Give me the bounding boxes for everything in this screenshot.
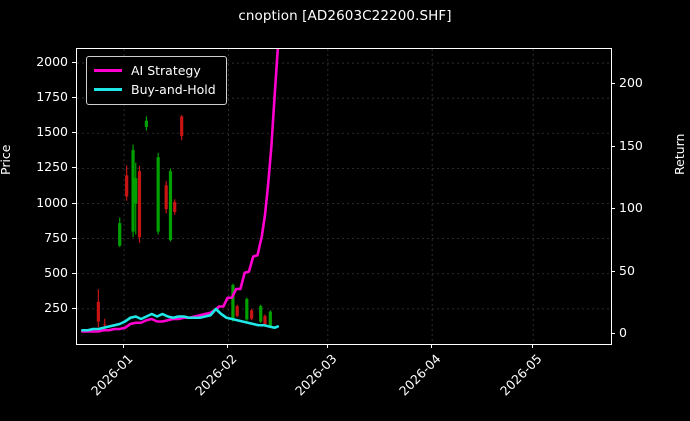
legend-swatch-ai-strategy [94, 69, 122, 72]
y-tick-label-left: 1000 [36, 194, 68, 210]
x-tick-mark [431, 344, 433, 348]
plot-canvas [77, 49, 611, 344]
y-tick-mark-left [72, 272, 76, 274]
legend-item-buy-and-hold: Buy-and-Hold [94, 80, 216, 99]
gridlines [77, 49, 611, 344]
y-tick-label-right: 100 [619, 200, 643, 215]
line-series [81, 49, 280, 333]
candlestick-series [96, 115, 272, 328]
y-tick-mark-right [611, 208, 615, 209]
x-tick-mark [326, 344, 328, 348]
y-tick-mark-left [72, 97, 76, 99]
x-tick-label: 2026-05 [497, 351, 545, 399]
x-tick-mark [532, 344, 534, 348]
y-tick-label-right: 0 [619, 325, 627, 340]
x-tick-label: 2026-04 [396, 351, 444, 399]
y-tick-label-left: 500 [44, 264, 68, 280]
x-tick-label: 2026-01 [88, 351, 136, 399]
y-tick-label-left: 1750 [36, 89, 68, 105]
y-tick-mark-right [611, 333, 615, 334]
y-tick-label-right: 50 [619, 262, 635, 278]
y-tick-label-left: 2000 [36, 54, 68, 70]
y-tick-label-left: 250 [44, 299, 68, 315]
y-tick-mark-right [611, 145, 615, 147]
page-title: cnoption [AD2603C22200.SHF] [238, 8, 452, 24]
x-tick-label: 2026-03 [291, 351, 340, 399]
y-axis-label-right: Return [672, 133, 687, 175]
y-tick-label-right: 150 [619, 137, 643, 153]
y-tick-mark-left [72, 62, 76, 64]
y-tick-label-left: 750 [44, 229, 68, 245]
legend-label-ai-strategy: AI Strategy [131, 63, 201, 78]
y-tick-mark-left [72, 237, 76, 239]
y-tick-label-right: 200 [619, 75, 643, 90]
y-tick-mark-left [72, 132, 76, 134]
y-tick-label-left: 1500 [36, 124, 68, 140]
legend-label-buy-and-hold: Buy-and-Hold [131, 82, 216, 97]
legend-item-ai-strategy: AI Strategy [94, 61, 216, 80]
x-tick-mark [123, 344, 125, 348]
y-tick-mark-left [72, 202, 76, 204]
y-tick-mark-left [72, 307, 76, 309]
y-axis-label-left: Price [0, 144, 13, 176]
x-tick-label: 2026-02 [192, 351, 241, 399]
y-tick-mark-right [611, 83, 615, 84]
y-tick-mark-left [72, 167, 76, 169]
y-tick-mark-right [611, 270, 615, 272]
legend-swatch-buy-and-hold [94, 88, 122, 91]
legend: AI Strategy Buy-and-Hold [86, 56, 227, 105]
y-tick-label-left: 1250 [36, 159, 68, 175]
x-tick-mark [227, 344, 229, 348]
